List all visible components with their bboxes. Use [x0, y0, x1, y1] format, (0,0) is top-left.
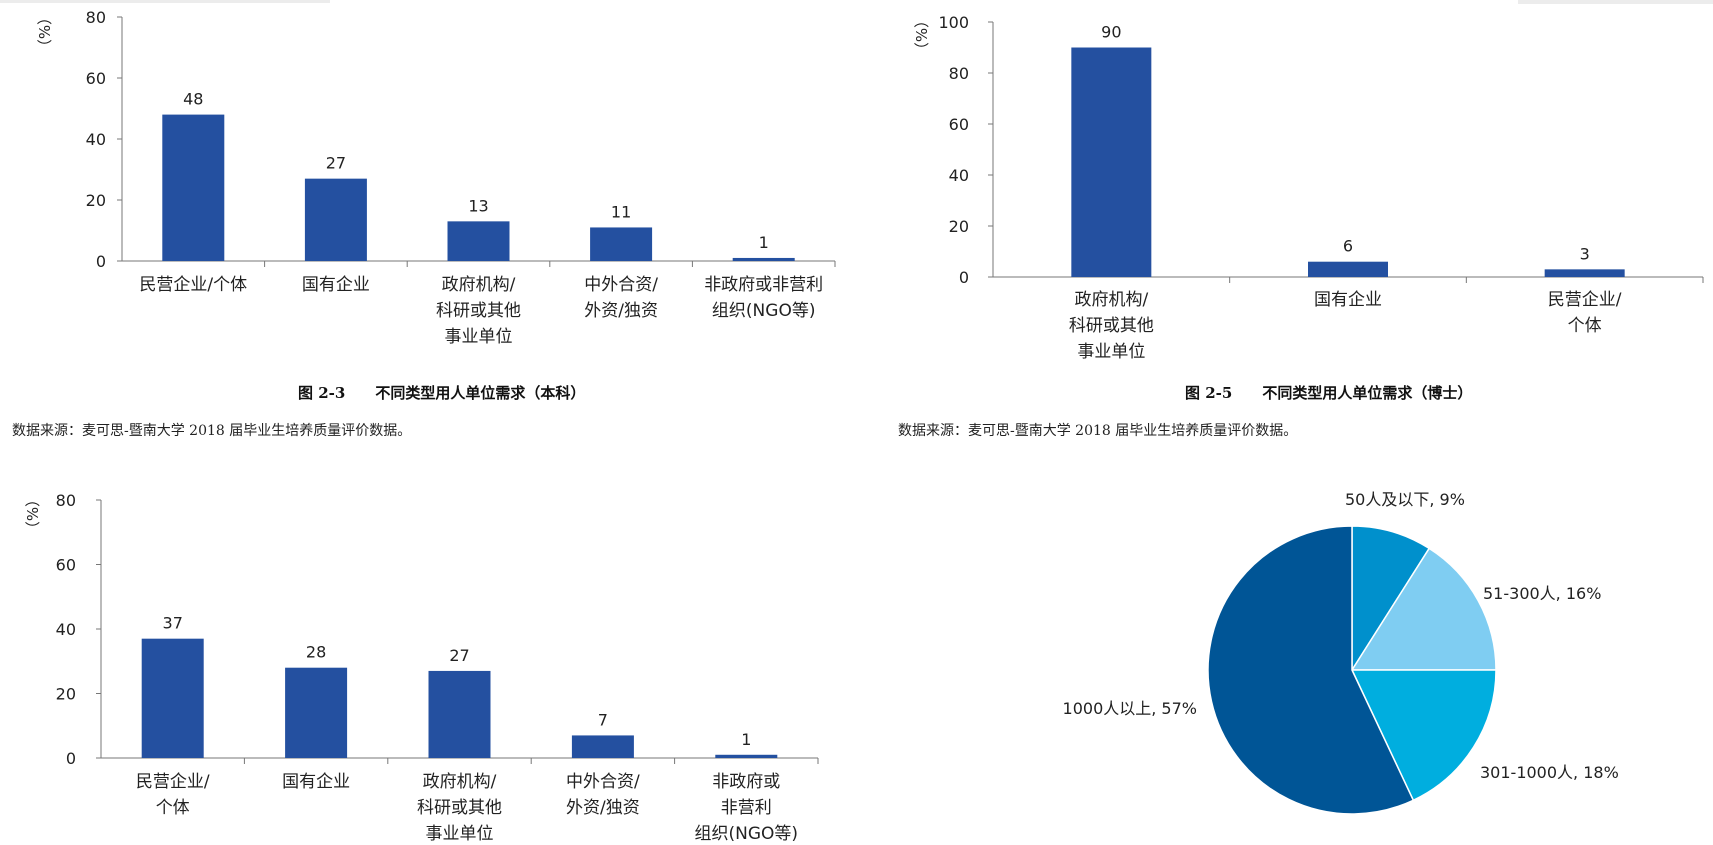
chart3-bar	[571, 735, 634, 758]
chart1-bar-value-label: 11	[611, 202, 631, 221]
chart2-category-label: 国有企业	[1314, 290, 1382, 310]
pie-slice-label: 51-300人, 16%	[1483, 584, 1601, 603]
chart1-bar-value-label: 27	[326, 154, 346, 173]
chart2-category-label: 民营企业/个体	[1548, 290, 1622, 336]
chart1-bar	[447, 221, 510, 261]
pie-slice	[1207, 525, 1415, 815]
chart3-y-tick-label: 40	[56, 620, 76, 639]
chart2-category-label: 政府机构/科研或其他事业单位	[1069, 290, 1154, 362]
chart1-bar	[304, 178, 367, 261]
caption-figure-2-3: 图 2-3 不同类型用人单位需求（本科）	[298, 384, 586, 402]
pie-slice	[1351, 525, 1431, 673]
chart3-category-label: 中外合资/外资/独资	[566, 772, 640, 818]
chart2-bar-value-label: 6	[1343, 237, 1353, 256]
chart3-bar-value-label: 27	[449, 646, 469, 665]
chart1-y-axis-title: （%）	[36, 10, 54, 54]
corner-strip-top-right	[1518, 0, 1713, 4]
pie-slice	[1350, 669, 1497, 802]
chart3-y-tick-label: 60	[56, 556, 76, 575]
chart1-category-label: 中外合资/外资/独资	[584, 275, 658, 321]
chart3-y-axis-title: （%）	[24, 492, 42, 536]
chart2-y-tick-label: 0	[959, 268, 969, 287]
chart1-bar	[162, 114, 225, 261]
pie-slice-label: 301-1000人, 18%	[1480, 763, 1619, 782]
chart2-bar	[1308, 261, 1388, 277]
chart2-bar-value-label: 90	[1101, 23, 1121, 42]
pie-slice-label: 1000人以上, 57%	[1063, 699, 1197, 718]
chart2-y-tick-label: 100	[938, 13, 969, 32]
chart2-y-tick-label: 60	[949, 115, 969, 134]
chart1-y-tick-label: 80	[86, 8, 106, 27]
chart3-category-label: 民营企业/个体	[136, 772, 210, 818]
chart3-bar	[141, 638, 204, 758]
data-source-note-right: 数据来源：麦可思-暨南大学 2018 届毕业生培养质量评价数据。	[898, 423, 1298, 439]
data-source-note-left: 数据来源：麦可思-暨南大学 2018 届毕业生培养质量评价数据。	[12, 423, 412, 439]
chart3-bar-value-label: 37	[163, 614, 183, 633]
chart2-y-axis-title: （%）	[913, 13, 931, 57]
chart3-category-label: 非政府或非营利组织(NGO等)	[695, 772, 799, 844]
chart1-bar-value-label: 13	[468, 196, 488, 215]
chart3-bar-value-label: 1	[741, 730, 751, 749]
chart2-bar-value-label: 3	[1580, 244, 1590, 263]
chart3-bar	[715, 754, 778, 758]
chart3-bar-value-label: 7	[598, 710, 608, 729]
chart1-bar-value-label: 48	[183, 90, 203, 109]
chart3-category-label: 国有企业	[282, 772, 350, 792]
chart1-category-label: 政府机构/科研或其他事业单位	[436, 275, 521, 347]
chart3-bar-value-label: 28	[306, 643, 326, 662]
chart2-y-tick-label: 20	[949, 217, 969, 236]
chart1-category-label: 民营企业/个体	[139, 275, 247, 295]
chart1-y-tick-label: 20	[86, 191, 106, 210]
corner-strip-top-left	[0, 0, 330, 3]
chart1-y-tick-label: 0	[96, 252, 106, 271]
chart3-bar	[285, 667, 348, 758]
chart1-bar	[732, 257, 795, 261]
pie-slice	[1350, 547, 1497, 671]
chart1-y-tick-label: 60	[86, 69, 106, 88]
chart2-y-tick-label: 80	[949, 64, 969, 83]
chart2-bar	[1071, 47, 1152, 277]
chart1-category-label: 国有企业	[302, 275, 370, 295]
pie-slice-label: 50人及以下, 9%	[1345, 490, 1465, 509]
chart3-y-tick-label: 80	[56, 491, 76, 510]
chart1-y-tick-label: 40	[86, 130, 106, 149]
chart3-bar	[428, 670, 491, 758]
chart2-y-tick-label: 40	[949, 166, 969, 185]
chart1-bar	[590, 227, 653, 261]
chart1-bar-value-label: 1	[759, 233, 769, 252]
chart3-y-tick-label: 20	[56, 685, 76, 704]
chart3-y-tick-label: 0	[66, 749, 76, 768]
chart3-category-label: 政府机构/科研或其他事业单位	[417, 772, 502, 844]
chart1-category-label: 非政府或非营利组织(NGO等)	[704, 275, 823, 321]
caption-figure-2-5: 图 2-5 不同类型用人单位需求（博士）	[1185, 384, 1473, 402]
chart2-bar	[1544, 269, 1625, 277]
